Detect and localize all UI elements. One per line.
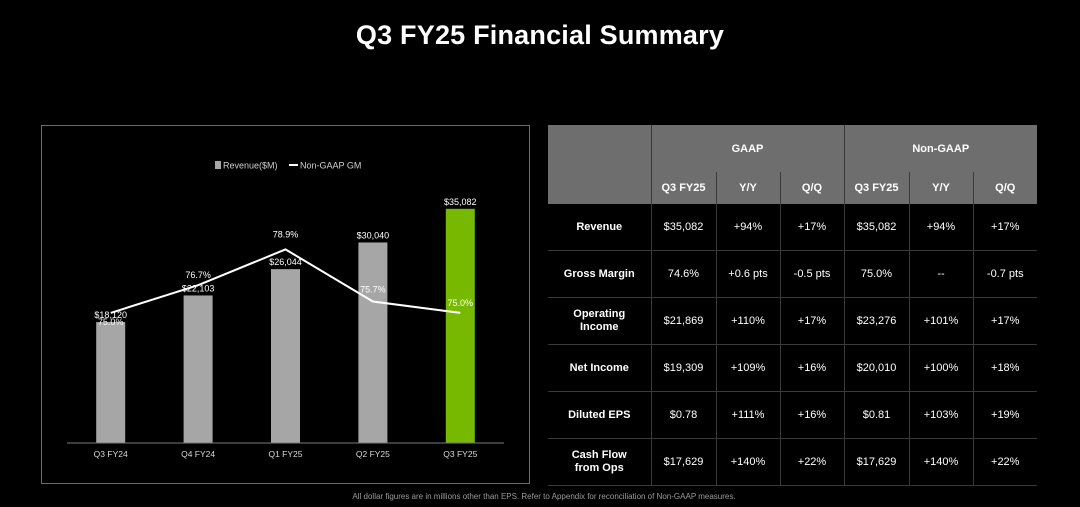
row-label: Diluted EPS bbox=[548, 391, 651, 439]
table-cell: -- bbox=[908, 250, 973, 298]
legend-bar-swatch bbox=[215, 161, 221, 169]
x-tick-label: Q4 FY24 bbox=[181, 449, 215, 459]
table-cell: $19,309 bbox=[650, 344, 716, 392]
table-row: Gross Margin 74.6% +0.6 pts -0.5 pts 75.0% --… bbox=[548, 250, 1037, 298]
table-cell: 75.0% bbox=[843, 250, 909, 298]
legend-label-gm: Non-GAAP GM bbox=[300, 161, 361, 171]
gm-point-label: 75.0% bbox=[98, 317, 124, 327]
financial-summary-table: GAAP Non-GAAP Q3 FY25 Y/Y Q/Q Q3 FY25 Y/Y Q/Q Re… bbox=[548, 125, 1037, 486]
table-cell: +0.6 pts bbox=[715, 250, 780, 298]
bar-q3-fy24 bbox=[96, 322, 126, 443]
page-title: Q3 FY25 Financial Summary bbox=[355, 20, 725, 50]
legend-label-revenue: Revenue($M) bbox=[223, 161, 278, 171]
table-cell: $17,629 bbox=[650, 438, 716, 486]
bar-q1-fy25 bbox=[271, 269, 300, 443]
table-row: Diluted EPS $0.78 +111% +16% $0.81 +103% +19% bbox=[548, 391, 1037, 439]
table-cell: +17% bbox=[779, 204, 844, 251]
bar-value-label: $18,120 bbox=[94, 310, 127, 320]
column-header: Y/Y bbox=[908, 172, 973, 204]
table-cell: +22% bbox=[972, 438, 1037, 486]
bar-value-label: $35,082 bbox=[444, 197, 477, 207]
table-cell: +100% bbox=[908, 344, 973, 392]
column-header: Y/Y bbox=[715, 172, 780, 204]
table-row: Net Income $19,309 +109% +16% $20,010 +100% +1… bbox=[548, 344, 1037, 392]
row-label-line: from Ops bbox=[574, 462, 624, 474]
column-header: Q3 FY25 bbox=[650, 172, 716, 204]
table-cell: +140% bbox=[715, 438, 780, 486]
table-cell: $35,082 bbox=[843, 204, 909, 251]
x-tick-label: Q2 FY25 bbox=[356, 449, 390, 459]
gm-point-label: 76.7% bbox=[185, 270, 211, 280]
gm-point-label: 75.7% bbox=[360, 284, 386, 294]
table-cell: +111% bbox=[715, 391, 780, 439]
bar-q2-fy25 bbox=[358, 242, 388, 443]
table-cell: +17% bbox=[972, 204, 1037, 251]
column-header: Q/Q bbox=[972, 172, 1037, 204]
table-cell: +94% bbox=[715, 204, 780, 251]
table-cell: $0.78 bbox=[650, 391, 716, 439]
table-cell: -0.7 pts bbox=[972, 250, 1037, 298]
gm-point-label: 75.0% bbox=[448, 298, 474, 308]
table-cell: +19% bbox=[972, 391, 1037, 439]
header-blank-cell bbox=[548, 172, 651, 204]
table-cell: $35,082 bbox=[650, 204, 716, 251]
row-label: Operating Income bbox=[548, 297, 651, 345]
table-cell: $0.81 bbox=[843, 391, 909, 439]
row-label-line: Income bbox=[579, 321, 619, 333]
revenue-chart: Revenue($M) Non-GAAP GM $18,120 Q3 FY24 $22,… bbox=[41, 125, 530, 484]
bar-value-label: $22,103 bbox=[182, 283, 215, 293]
group-header-1: Non-GAAP bbox=[843, 125, 1037, 172]
bar-q4-fy24 bbox=[183, 295, 213, 443]
x-tick-label: Q3 FY25 bbox=[443, 449, 477, 459]
gm-series-line bbox=[110, 248, 461, 314]
table-cell: $20,010 bbox=[843, 344, 909, 392]
table-cell: +18% bbox=[972, 344, 1037, 392]
table-cell: +109% bbox=[715, 344, 780, 392]
bar-q3-fy25 bbox=[445, 208, 475, 443]
chart-canvas: Revenue($M) Non-GAAP GM $18,120 Q3 FY24 $22,… bbox=[67, 161, 504, 459]
bar-value-label: $30,040 bbox=[357, 230, 390, 240]
row-label-line: Net Income bbox=[569, 361, 629, 374]
table-cell: +110% bbox=[715, 297, 780, 345]
table-cell: 74.6% bbox=[650, 250, 716, 298]
x-tick-label: Q3 FY24 bbox=[94, 449, 128, 459]
header-blank-cell bbox=[548, 125, 651, 172]
table-cell: $21,869 bbox=[650, 297, 716, 345]
table-cell: +22% bbox=[779, 438, 844, 486]
table-cell: +16% bbox=[779, 391, 844, 439]
column-header: Q3 FY25 bbox=[843, 172, 909, 204]
row-label-line: Operating bbox=[573, 308, 626, 320]
row-label-line: Gross Margin bbox=[563, 267, 635, 280]
row-label-line: Cash Flow bbox=[571, 449, 627, 461]
row-label: Net Income bbox=[548, 344, 651, 392]
table-cell: +101% bbox=[908, 297, 973, 345]
table-row: Cash Flow from Ops $17,629 +140% +22% $17,629… bbox=[548, 438, 1037, 486]
table-cell: +103% bbox=[908, 391, 973, 439]
table-row: Revenue $35,082 +94% +17% $35,082 +94% +17% bbox=[548, 204, 1037, 251]
row-label-line: Revenue bbox=[576, 220, 623, 233]
table-cell: +140% bbox=[908, 438, 973, 486]
column-header: Q/Q bbox=[779, 172, 844, 204]
gm-point-label: 78.9% bbox=[273, 229, 299, 239]
row-label: Revenue bbox=[548, 204, 651, 251]
table-cell: -0.5 pts bbox=[779, 250, 844, 298]
table-row: Operating Income $21,869 +110% +17% $23,276 +1… bbox=[548, 297, 1037, 345]
row-label: Cash Flow from Ops bbox=[548, 438, 651, 486]
row-label-line: Diluted EPS bbox=[568, 408, 631, 421]
footnote: All dollar figures are in millions other… bbox=[352, 492, 736, 501]
group-header-0: GAAP bbox=[650, 125, 844, 172]
table-cell: +17% bbox=[972, 297, 1037, 345]
table-cell: $23,276 bbox=[843, 297, 909, 345]
table-cell: $17,629 bbox=[843, 438, 909, 486]
table-cell: +16% bbox=[779, 344, 844, 392]
table-cell: +94% bbox=[908, 204, 973, 251]
x-tick-label: Q1 FY25 bbox=[268, 449, 302, 459]
bar-value-label: $26,044 bbox=[269, 257, 302, 267]
row-label: Gross Margin bbox=[548, 250, 651, 298]
table-cell: +17% bbox=[779, 297, 844, 345]
